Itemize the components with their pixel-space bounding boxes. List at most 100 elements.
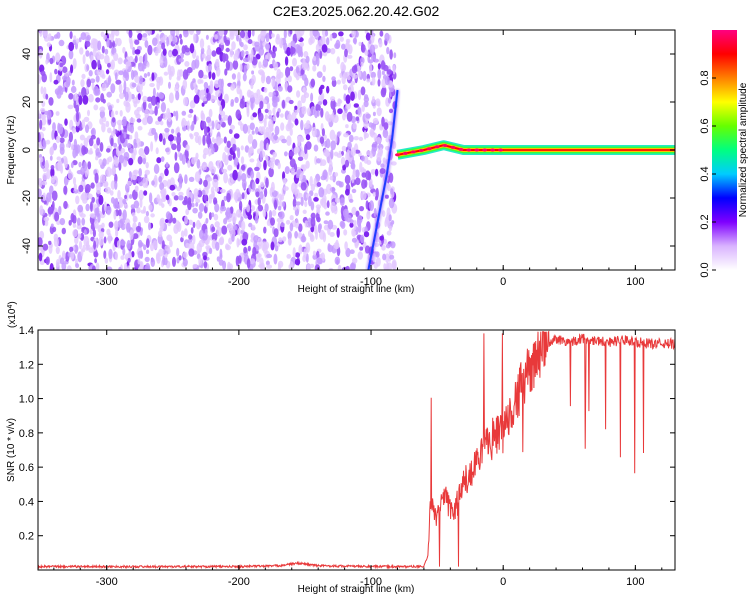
noise-speckle bbox=[286, 135, 292, 146]
noise-speckle bbox=[188, 30, 195, 35]
noise-speckle bbox=[245, 50, 249, 55]
noise-speckle bbox=[192, 263, 198, 269]
noise-speckle bbox=[96, 137, 101, 146]
noise-speckle bbox=[258, 69, 264, 75]
noise-speckle bbox=[360, 234, 365, 244]
noise-speckle bbox=[263, 99, 267, 105]
noise-speckle bbox=[211, 212, 215, 218]
noise-speckle bbox=[195, 202, 199, 207]
snr-x-tick-label: 100 bbox=[626, 576, 644, 588]
noise-speckle bbox=[199, 229, 204, 240]
noise-speckle bbox=[72, 58, 77, 70]
noise-speckle bbox=[38, 74, 41, 85]
noise-speckle bbox=[113, 52, 119, 62]
noise-speckle bbox=[242, 57, 249, 63]
noise-speckle bbox=[336, 227, 340, 238]
noise-speckle bbox=[280, 194, 284, 201]
noise-speckle bbox=[79, 134, 85, 141]
noise-speckle bbox=[233, 191, 239, 201]
noise-speckle bbox=[38, 237, 43, 247]
noise-speckle bbox=[124, 91, 129, 102]
noise-speckle bbox=[152, 87, 156, 98]
noise-speckle bbox=[118, 266, 122, 270]
noise-speckle bbox=[236, 85, 241, 95]
noise-speckle bbox=[113, 142, 118, 148]
noise-speckle bbox=[151, 127, 157, 135]
noise-speckle bbox=[120, 223, 126, 231]
noise-speckle bbox=[334, 172, 339, 177]
noise-speckle bbox=[334, 256, 341, 265]
noise-speckle bbox=[219, 248, 223, 258]
snr-x-tick-label: -100 bbox=[360, 576, 382, 588]
snr-series-layer bbox=[38, 330, 675, 570]
spectrogram-y-tick-label: -20 bbox=[21, 190, 33, 206]
signal-peak bbox=[458, 147, 464, 151]
noise-speckle bbox=[196, 242, 202, 254]
noise-speckle bbox=[88, 70, 93, 77]
signal-peak bbox=[474, 148, 480, 152]
noise-speckle bbox=[305, 242, 311, 254]
noise-speckle bbox=[94, 172, 99, 184]
snr-multiplier-base: (x10 bbox=[7, 308, 18, 328]
noise-speckle bbox=[289, 66, 294, 72]
noise-speckle bbox=[215, 47, 222, 55]
noise-speckle bbox=[55, 52, 61, 63]
noise-speckle bbox=[144, 39, 149, 48]
noise-speckle bbox=[311, 126, 317, 138]
noise-speckle bbox=[133, 148, 137, 156]
noise-speckle bbox=[187, 114, 193, 118]
noise-speckle bbox=[142, 95, 148, 103]
noise-speckle bbox=[255, 251, 261, 263]
noise-speckle bbox=[187, 160, 191, 169]
noise-speckle bbox=[143, 244, 147, 251]
snr-multiplier-exponent: 4 bbox=[7, 305, 14, 309]
noise-speckle bbox=[228, 154, 233, 161]
noise-speckle bbox=[300, 94, 306, 104]
noise-speckle bbox=[143, 190, 148, 196]
noise-speckle bbox=[381, 70, 385, 75]
noise-speckle bbox=[236, 237, 240, 248]
noise-speckle bbox=[127, 257, 131, 263]
noise-speckle bbox=[381, 244, 386, 251]
noise-speckle bbox=[330, 98, 336, 110]
noise-speckle bbox=[320, 107, 324, 118]
colorbar-tick-label: 0.4 bbox=[699, 166, 711, 181]
noise-speckle bbox=[123, 131, 127, 139]
noise-speckle bbox=[99, 174, 106, 183]
noise-speckle bbox=[372, 111, 376, 117]
noise-speckle bbox=[110, 83, 116, 94]
noise-speckle bbox=[72, 223, 77, 228]
noise-speckle bbox=[144, 264, 151, 270]
noise-speckle bbox=[364, 245, 371, 254]
noise-speckle bbox=[357, 89, 362, 101]
noise-speckle bbox=[309, 263, 315, 269]
noise-speckle bbox=[80, 79, 85, 88]
noise-speckle bbox=[329, 160, 333, 169]
noise-speckle bbox=[312, 254, 318, 260]
noise-speckle bbox=[237, 71, 241, 82]
noise-speckle bbox=[219, 104, 223, 116]
noise-speckle bbox=[59, 218, 66, 226]
noise-speckle bbox=[374, 168, 379, 177]
noise-speckle bbox=[288, 151, 295, 157]
noise-speckle bbox=[334, 42, 340, 50]
noise-speckle bbox=[268, 109, 272, 116]
noise-speckle bbox=[142, 157, 146, 165]
noise-speckle bbox=[188, 108, 194, 114]
noise-speckle bbox=[48, 244, 53, 254]
noise-speckle bbox=[161, 240, 165, 249]
noise-speckle bbox=[178, 195, 184, 201]
noise-speckle bbox=[40, 86, 44, 95]
noise-speckle bbox=[263, 226, 267, 234]
noise-speckle bbox=[158, 133, 163, 142]
noise-speckle bbox=[158, 93, 165, 99]
noise-speckle bbox=[213, 213, 219, 221]
noise-speckle bbox=[198, 89, 205, 100]
noise-speckle bbox=[50, 223, 54, 228]
noise-speckle bbox=[252, 246, 257, 257]
noise-speckle bbox=[148, 204, 153, 211]
noise-speckle bbox=[39, 205, 44, 216]
noise-speckle bbox=[142, 177, 148, 189]
snr-y-tick-label: 0.2 bbox=[19, 531, 34, 543]
noise-speckle bbox=[157, 116, 162, 122]
